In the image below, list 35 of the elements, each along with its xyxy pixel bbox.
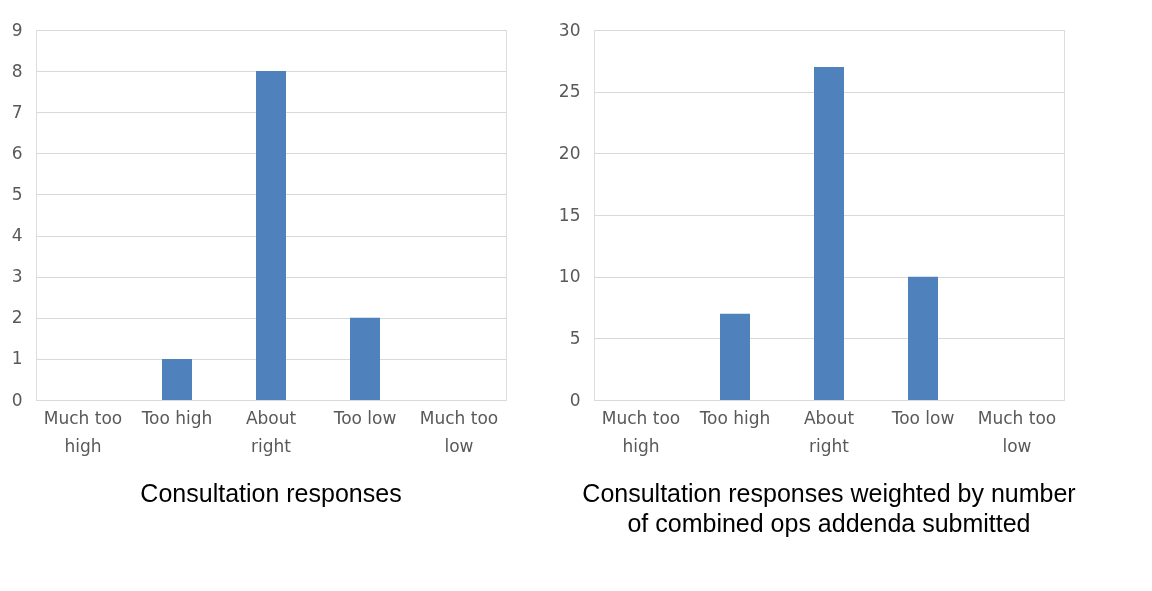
- bar: [908, 276, 938, 400]
- x-tick-label: About right: [245, 407, 297, 456]
- x-tick-label: About right: [803, 407, 855, 456]
- y-tick-label: 4: [11, 225, 23, 246]
- y-tick-label: 1: [11, 348, 23, 369]
- x-tick-label: Too high: [140, 407, 213, 428]
- bar: [814, 67, 844, 400]
- y-tick-label: 25: [558, 81, 581, 102]
- x-tick-label: Too low: [890, 407, 955, 428]
- y-tick-label: 2: [11, 307, 23, 328]
- text: Consultation responses: [140, 479, 402, 507]
- text: Consultation responses weighted by number of combined ops addenda submitted: [582, 479, 1076, 537]
- x-tick-label: Much too high: [43, 407, 123, 456]
- y-tick-label: 0: [569, 389, 581, 410]
- x-tick-label: Much too low: [419, 407, 499, 456]
- x-tick-label: Much too high: [601, 407, 681, 456]
- y-tick-label: 5: [11, 183, 23, 204]
- y-tick-label: 15: [558, 204, 581, 225]
- x-tick-label: Much too low: [977, 407, 1057, 456]
- y-tick-label: 8: [11, 60, 23, 81]
- y-tick-label: 30: [558, 19, 581, 40]
- bar: [350, 317, 380, 400]
- y-tick-label: 9: [11, 19, 23, 40]
- bar: [162, 358, 192, 400]
- bar: [256, 71, 286, 400]
- y-tick-label: 5: [569, 327, 581, 348]
- y-tick-label: 10: [558, 266, 581, 287]
- y-tick-label: 7: [11, 101, 23, 122]
- x-tick-label: Too low: [332, 407, 397, 428]
- bar: [720, 313, 750, 400]
- y-tick-label: 20: [558, 142, 581, 163]
- y-tick-label: 0: [11, 389, 23, 410]
- y-tick-label: 6: [11, 142, 23, 163]
- y-tick-label: 3: [11, 266, 23, 287]
- x-tick-label: Too high: [698, 407, 771, 428]
